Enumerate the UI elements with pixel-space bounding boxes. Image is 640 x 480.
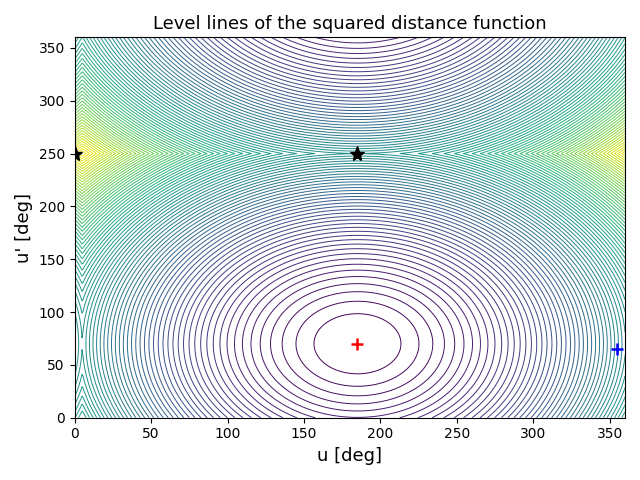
Title: Level lines of the squared distance function: Level lines of the squared distance func… [153,15,547,33]
X-axis label: u [deg]: u [deg] [317,447,382,465]
Y-axis label: u' [deg]: u' [deg] [15,192,33,263]
